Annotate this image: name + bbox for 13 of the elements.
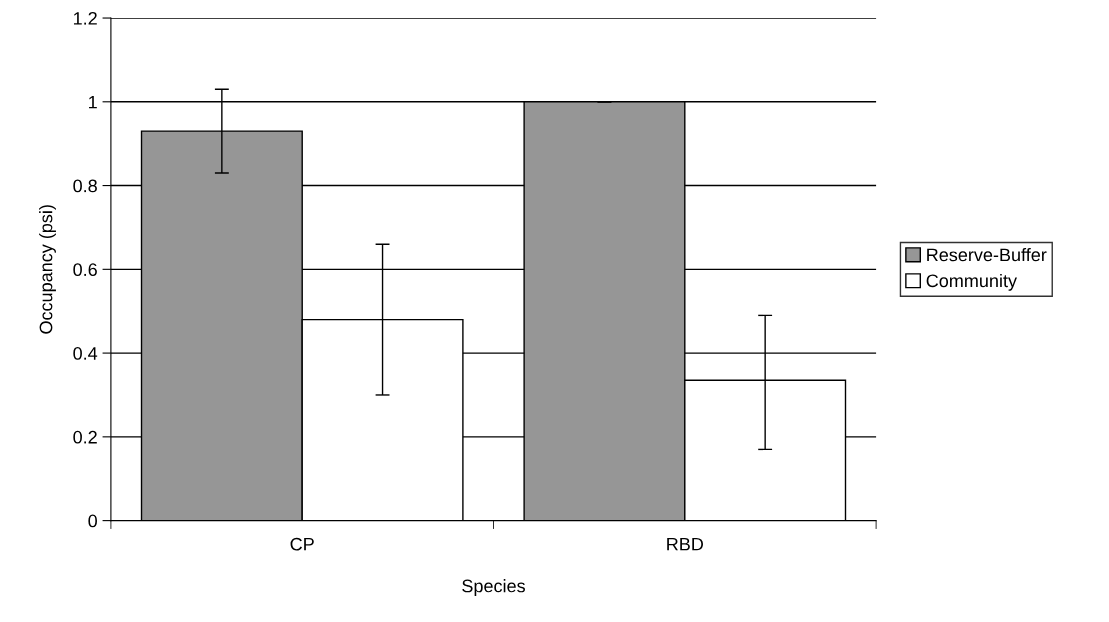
x-axis-title: Species bbox=[462, 579, 525, 596]
y-tick-label: 0.8 bbox=[73, 179, 97, 193]
y-tick-label: 0.6 bbox=[73, 263, 97, 277]
y-tick-label: 1 bbox=[89, 95, 97, 109]
y-tick-label: 1.2 bbox=[73, 11, 97, 25]
y-axis-title: Occupancy (psi) bbox=[39, 205, 56, 334]
y-tick-label: 0 bbox=[88, 514, 97, 528]
y-tick-label: 0.2 bbox=[73, 430, 97, 444]
y-tick-label: 0.4 bbox=[73, 347, 98, 360]
legend-label: Reserve-Buffer bbox=[927, 248, 1047, 262]
legend-label: Community bbox=[926, 273, 1017, 291]
x-tick-label: RBD bbox=[667, 537, 703, 551]
x-tick-label: CP bbox=[290, 537, 314, 551]
